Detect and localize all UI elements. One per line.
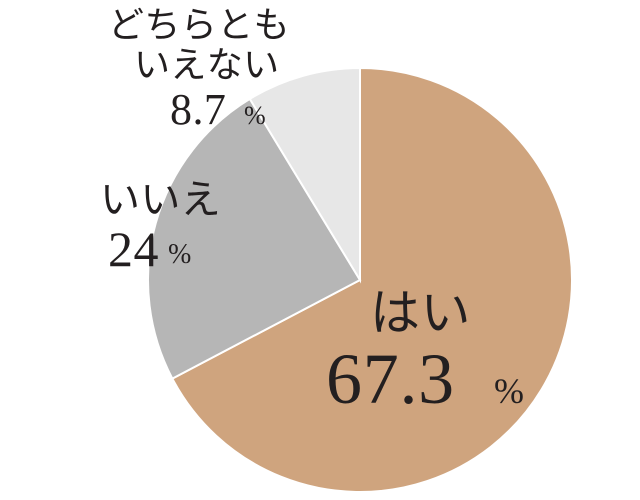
- label-no-value: 24: [108, 222, 159, 277]
- label-neither-line2: いえない: [134, 46, 279, 86]
- label-neither-value: 8.7: [170, 86, 226, 134]
- label-yes-value: 67.3: [326, 340, 455, 419]
- label-neither-percent: %: [244, 102, 266, 131]
- pie-chart: はい 67.3 % いいえ 24 % どちらとも いえない 8.7 %: [0, 0, 640, 500]
- label-yes-text: はい: [370, 286, 471, 341]
- label-neither-line1: どちらとも: [108, 6, 290, 46]
- label-yes-percent: %: [494, 372, 524, 412]
- label-no-percent: %: [168, 240, 192, 271]
- label-no-text: いいえ: [100, 178, 221, 222]
- pie-svg: [0, 0, 640, 500]
